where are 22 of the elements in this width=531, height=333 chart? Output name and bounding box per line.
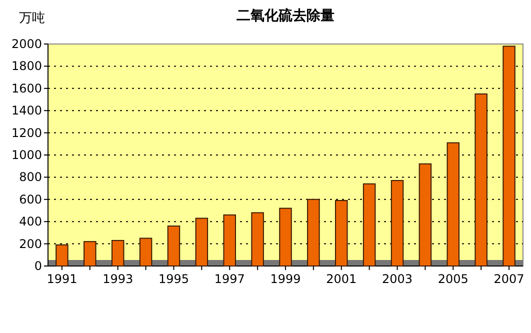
x-tick-label: 2005 — [438, 272, 468, 286]
x-tick-label: 2007 — [494, 272, 524, 286]
x-tick-label: 1995 — [158, 272, 190, 286]
y-tick-label: 600 — [19, 192, 42, 206]
y-tick-label: 200 — [19, 236, 42, 251]
y-tick-label: 800 — [19, 170, 42, 184]
y-tick-label: 1800 — [11, 59, 42, 74]
y-tick-label: 0 — [34, 259, 42, 273]
chart-title: 二氧化硫去除量 — [236, 7, 334, 24]
x-tick-label: 1999 — [270, 272, 301, 286]
y-tick-label: 1400 — [11, 104, 42, 118]
y-tick-label: 400 — [19, 214, 42, 229]
y-tick-label: 1200 — [11, 126, 42, 140]
x-tick-label: 2003 — [382, 272, 413, 286]
x-tick-label: 1993 — [102, 272, 134, 286]
y-tick-label: 2000 — [11, 37, 42, 51]
y-tick-label: 1000 — [11, 148, 42, 162]
y-axis-title: 万吨 — [19, 11, 45, 26]
y-tick-label: 1600 — [11, 81, 42, 96]
x-tick-label: 2001 — [326, 272, 357, 286]
x-tick-label: 1991 — [46, 272, 78, 286]
x-tick-label: 1997 — [214, 272, 245, 286]
